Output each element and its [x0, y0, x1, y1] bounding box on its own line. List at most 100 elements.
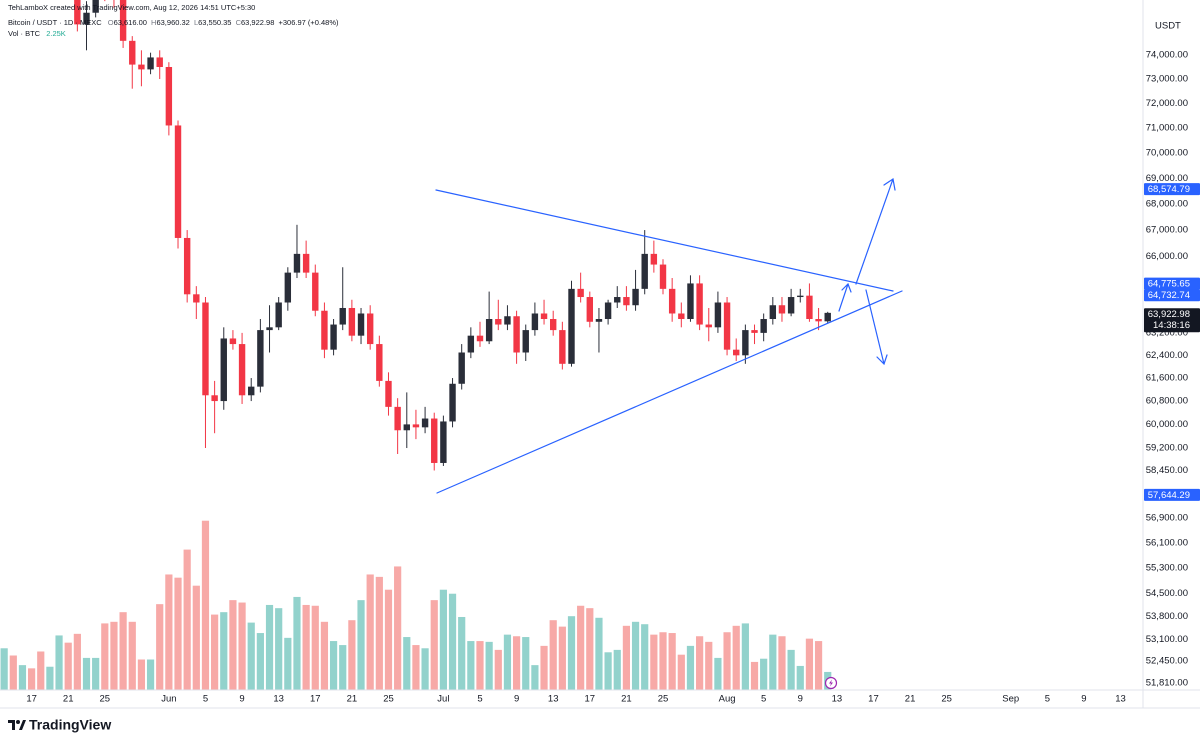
- volume-bar: [348, 620, 356, 690]
- volume-bar: [211, 614, 219, 690]
- candle-body: [531, 313, 539, 331]
- x-tick-label: 13: [832, 694, 843, 705]
- volume-bar: [622, 625, 631, 690]
- candle-body: [568, 288, 575, 364]
- volume-bar: [668, 633, 676, 690]
- volume-bar: [595, 617, 603, 690]
- ohlc-value: 63,960.32: [156, 18, 189, 27]
- volume-bar: [64, 642, 72, 690]
- candle-body: [421, 418, 429, 428]
- x-tick-label: 5: [1045, 694, 1050, 705]
- price-badge-bg: [1144, 289, 1200, 302]
- y-tick-label: 72,000.00: [1146, 98, 1188, 109]
- volume-legend: Vol · BTC 2.25K: [8, 29, 66, 38]
- candle-body: [394, 406, 401, 431]
- volume-bar: [293, 596, 301, 690]
- y-tick-label: 60,000.00: [1146, 419, 1188, 430]
- candle-body: [787, 297, 795, 314]
- candle-body: [74, 0, 81, 25]
- candle-body: [540, 313, 548, 320]
- volume-bar: [540, 645, 548, 690]
- credit: TehLamboX created with TradingView.com, …: [8, 3, 255, 12]
- candle-body: [302, 253, 310, 273]
- volume-bar: [110, 621, 118, 690]
- candle-body: [138, 64, 145, 70]
- candle-body: [376, 344, 383, 381]
- y-tick-label: 73,000.00: [1146, 74, 1188, 85]
- y-tick-label: 61,600.00: [1146, 373, 1188, 384]
- volume-bar: [458, 616, 466, 690]
- candle-body: [614, 297, 621, 303]
- x-tick-label: Sep: [1002, 694, 1019, 705]
- countdown: 14:38:16: [1153, 320, 1190, 331]
- volume-bar: [659, 632, 667, 690]
- volume-bar: [229, 600, 237, 690]
- volume-bar: [439, 589, 447, 690]
- candle-body: [238, 344, 246, 396]
- price-badge-bg: [1144, 277, 1200, 290]
- candle-body: [760, 319, 767, 333]
- candle-body: [412, 424, 420, 428]
- drawings: [435, 177, 903, 494]
- candle-body: [632, 288, 639, 306]
- x-tick-label: 17: [26, 694, 37, 705]
- candle-body: [339, 307, 346, 325]
- candle-body: [229, 338, 237, 345]
- volume-bar: [421, 648, 429, 690]
- candle-body: [312, 272, 319, 311]
- volume-bar: [741, 623, 749, 690]
- volume-bar: [613, 649, 621, 690]
- x-tick-label: 5: [477, 694, 482, 705]
- ohlc-value: 63,922.98: [241, 18, 274, 27]
- volume-bar: [18, 665, 27, 690]
- volume-bar: [467, 641, 475, 690]
- x-tick-label: 9: [239, 694, 244, 705]
- lower-trendline: [436, 290, 903, 494]
- volume-name: Vol · BTC: [8, 29, 41, 38]
- volume-bar: [696, 636, 704, 690]
- x-tick-label: 9: [514, 694, 519, 705]
- y-tick-label: 51,810.00: [1146, 677, 1188, 688]
- volume-bar: [73, 633, 81, 690]
- volume-bar: [750, 661, 759, 690]
- x-tick-label: 25: [658, 694, 669, 705]
- candle-body: [668, 288, 676, 314]
- x-tick-label: 25: [383, 694, 394, 705]
- volume-bar: [814, 641, 823, 690]
- y-tick-label: 67,000.00: [1146, 225, 1188, 236]
- volume-bar: [156, 604, 164, 690]
- volume-bar: [28, 668, 36, 690]
- volume-bar: [650, 634, 658, 690]
- y-tick-label: 63,200.00: [1146, 327, 1188, 338]
- volume-bar: [247, 622, 255, 690]
- volume-bar: [284, 637, 292, 690]
- candle-body: [522, 330, 529, 353]
- candle-body: [348, 307, 356, 336]
- volume-bar: [769, 634, 777, 690]
- price-badge: 68,574.79: [1144, 183, 1200, 195]
- candle-body: [440, 421, 447, 463]
- candle-body: [211, 395, 218, 402]
- candle-body: [92, 0, 99, 13]
- lightning-icon: [824, 676, 838, 690]
- volume-value: 2.25K: [46, 29, 66, 38]
- brand: TradingView: [29, 717, 111, 733]
- volume-bar: [339, 645, 347, 690]
- x-tick-label: 17: [310, 694, 321, 705]
- y-tick-label: 69,000.00: [1146, 173, 1188, 184]
- candle-body: [504, 316, 511, 325]
- volume-bar: [705, 641, 713, 690]
- volume-bar: [357, 600, 365, 690]
- volume-bar: [512, 636, 521, 690]
- arrow-small: [838, 282, 852, 312]
- candle-body: [696, 283, 703, 325]
- candle-body: [385, 380, 392, 407]
- volume-bar: [92, 657, 100, 690]
- price-badge-bg: [1144, 488, 1200, 501]
- volume-bar: [275, 608, 283, 690]
- volume-layer: [0, 520, 832, 690]
- candle-body: [83, 12, 90, 25]
- volume-bar: [448, 593, 457, 690]
- y-tick-label: 62,400.00: [1146, 350, 1188, 361]
